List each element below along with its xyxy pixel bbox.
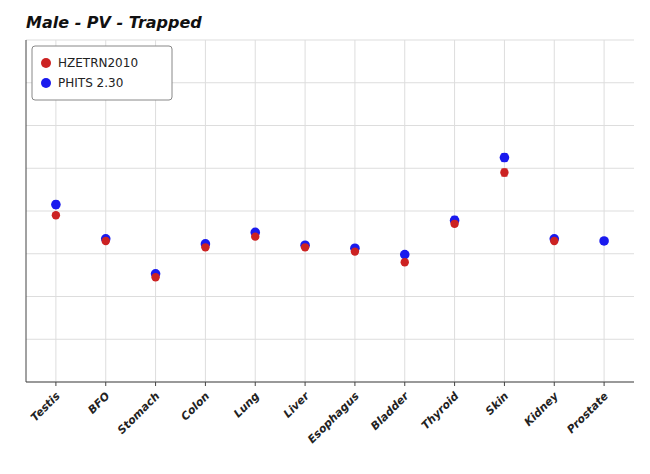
x-tick-label: Prostate: [564, 389, 611, 436]
x-tick-label: Kidney: [522, 389, 562, 429]
x-grid-line: [305, 40, 306, 382]
x-grid-line: [604, 40, 605, 382]
x-grid-line: [504, 40, 505, 382]
legend: HZETRN2010 PHITS 2.30: [32, 46, 172, 100]
y-grid-line: [26, 382, 634, 383]
legend-box: [32, 46, 172, 100]
x-tick: [155, 382, 156, 386]
x-tick: [55, 382, 56, 386]
x-grid-line: [205, 40, 206, 382]
legend-label: PHITS 2.30: [58, 76, 123, 90]
x-tick-label: Testis: [28, 389, 63, 424]
x-tick: [554, 382, 555, 386]
point: [401, 258, 409, 266]
grid: [26, 40, 634, 382]
point: [251, 232, 259, 240]
x-grid-line: [354, 40, 355, 382]
x-tick: [404, 382, 405, 386]
marks: [51, 153, 609, 282]
x-tick: [504, 382, 505, 386]
title: Male - PV - Trapped: [26, 13, 202, 32]
x-tick-label: Colon: [178, 389, 212, 423]
point: [500, 168, 508, 176]
legend-label: HZETRN2010: [58, 56, 138, 70]
point: [351, 247, 359, 255]
x-tick-label: Lung: [231, 390, 262, 421]
point: [201, 243, 209, 251]
x-axis-line: [26, 382, 634, 383]
point: [400, 250, 410, 260]
x-grid-line: [404, 40, 405, 382]
x-tick-label: BFO: [85, 390, 112, 417]
y-grid-line: [26, 125, 634, 126]
point: [550, 237, 558, 245]
x-ticks: Testis BFOStomach Colon Lung LiverEsophagusB…: [28, 382, 611, 446]
point: [151, 273, 159, 281]
x-grid-line: [554, 40, 555, 382]
point: [52, 211, 60, 219]
point: [51, 200, 61, 210]
y-grid-line: [26, 40, 634, 41]
x-tick-label: Thyroid: [419, 390, 462, 433]
y-grid-line: [26, 211, 634, 212]
point: [450, 220, 458, 228]
y-grid-line: [26, 296, 634, 297]
x-tick: [454, 382, 455, 386]
plot-background: [26, 40, 634, 382]
y-grid-line: [26, 339, 634, 340]
x-tick-label: Skin: [483, 389, 511, 417]
x-tick: [305, 382, 306, 386]
point: [500, 153, 510, 163]
series: [52, 168, 559, 281]
y-grid-line: [26, 168, 634, 169]
point: [301, 243, 309, 251]
x-tick-label: Stomach: [115, 389, 162, 436]
x-tick-label: Esophagus: [305, 389, 362, 446]
x-tick: [105, 382, 106, 386]
x-grid-line: [454, 40, 455, 382]
x-tick: [604, 382, 605, 386]
legend-marker: [41, 58, 51, 68]
y-grid-line: [26, 253, 634, 254]
chart: Testis BFOStomach Colon Lung LiverEsophagusB…: [0, 0, 650, 474]
legend-marker: [41, 78, 51, 88]
x-tick-label: Liver: [281, 389, 312, 420]
x-tick: [255, 382, 256, 386]
x-tick: [354, 382, 355, 386]
point: [599, 236, 609, 246]
series: [51, 153, 609, 279]
x-tick-label: Bladder: [368, 389, 412, 433]
point: [102, 237, 110, 245]
x-grid-line: [255, 40, 256, 382]
x-tick: [205, 382, 206, 386]
y-axis-line: [26, 40, 27, 382]
